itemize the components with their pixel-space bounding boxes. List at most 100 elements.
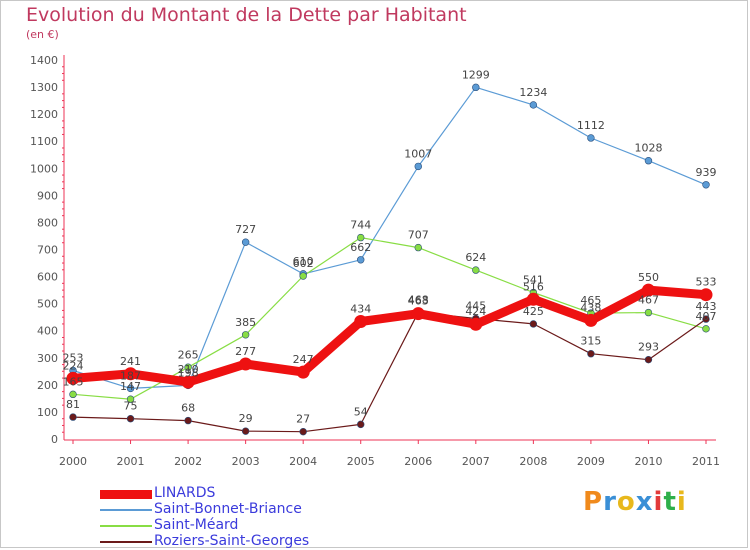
data-label: 315 [580,335,601,348]
data-point [241,427,250,435]
data-label: 1299 [462,68,490,81]
x-tick-label: 2010 [634,455,662,468]
data-label: 385 [235,316,256,329]
data-label: 468 [408,293,429,306]
data-point [644,157,653,165]
data-point [644,308,653,317]
legend-label: Saint-Bonnet-Briance [154,501,302,517]
data-label: 29 [239,412,253,425]
data-point [644,355,653,364]
data-point [587,134,595,142]
y-tick-label: 700 [37,244,58,257]
data-point [296,365,310,379]
legend-swatch [100,525,152,527]
data-label: 241 [120,355,141,368]
data-label: 1112 [577,119,605,132]
y-tick-label: 400 [37,325,58,338]
legend-label: LINARDS [154,485,216,501]
x-tick-label: 2005 [347,455,375,468]
data-label: 465 [580,294,601,307]
y-tick-label: 800 [37,216,58,229]
data-point [529,101,538,109]
data-point [472,266,480,274]
y-tick-label: 300 [37,352,58,365]
data-label: 265 [178,348,199,361]
series-line-0 [68,285,711,387]
data-label: 550 [638,271,659,284]
data-point [584,313,598,327]
data-points [66,83,713,436]
data-point [702,325,710,333]
data-point [181,375,195,389]
data-label: 624 [465,251,486,264]
data-point [126,384,135,393]
data-point [641,283,655,297]
data-label: 602 [293,257,314,270]
data-label: 75 [124,400,138,413]
data-label: 463 [408,295,429,308]
data-label: 434 [350,303,371,316]
x-tick-label: 2008 [519,455,547,468]
data-point [184,416,192,425]
data-point [702,315,710,323]
data-label: 247 [293,353,314,366]
data-label: 293 [638,341,659,354]
x-tick-label: 2001 [117,455,145,468]
data-label: 707 [408,229,429,242]
legend-label: Saint-Méard [154,517,239,533]
data-point [357,256,365,264]
data-point [472,83,480,92]
data-label: 1028 [634,142,662,155]
data-point [69,390,77,399]
data-point [239,357,253,371]
data-point [357,233,365,242]
chart-title: Evolution du Montant de la Dette par Hab… [26,4,467,26]
data-label: 610 [293,255,314,268]
y-tick-label: 1000 [30,162,58,175]
x-tick-label: 2009 [577,455,605,468]
x-tick-label: 2000 [59,455,87,468]
y-tick-label: 500 [37,298,58,311]
data-point [354,315,368,329]
data-label: 727 [235,223,256,236]
y-tick-label: 600 [37,271,58,284]
data-label: 424 [465,305,486,318]
data-label: 467 [638,294,659,307]
data-point [69,413,77,421]
series-lines [68,86,711,433]
series-line-3 [72,311,707,433]
x-tick-label: 2011 [692,455,720,468]
data-label: 445 [465,300,486,313]
x-tick-label: 2003 [232,455,260,468]
data-label: 443 [696,300,717,313]
x-tick-label: 2002 [174,455,202,468]
data-labels: 253 187 198 727 610 662 1007 1299 1234 1112 1028 93… [63,68,717,425]
data-point [411,307,425,321]
data-label: 516 [523,280,544,293]
x-tick-label: 2004 [289,455,317,468]
x-tick-label: 2007 [462,455,490,468]
y-tick-label: 200 [37,379,58,392]
y-tick-label: 1200 [30,108,58,121]
legend-swatch [100,489,152,499]
data-label: 210 [178,363,199,376]
data-label: 27 [296,413,310,426]
series-line-1 [72,86,707,389]
data-label: 425 [523,305,544,318]
data-point [241,238,250,246]
data-label: 253 [63,352,84,365]
data-point [241,331,250,339]
data-label: 662 [350,241,371,254]
data-point [414,243,422,252]
data-point [299,272,307,280]
legend-swatch [100,509,152,511]
data-label: 407 [696,310,717,323]
data-point [126,414,135,423]
data-label: 277 [235,345,256,358]
data-label: 68 [181,402,195,415]
data-point [469,317,483,331]
data-label: 744 [350,219,371,232]
axes: 0 100 200 300 400 500 600 700 800 900 1000 1100 1200… [30,54,720,468]
